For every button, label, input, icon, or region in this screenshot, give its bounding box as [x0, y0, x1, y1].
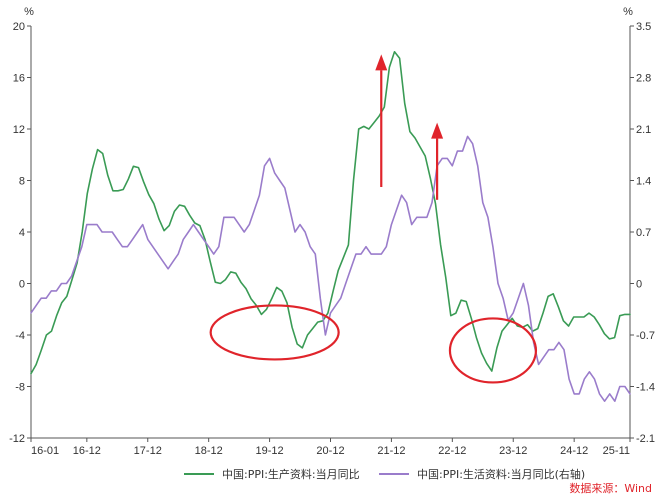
right-tick-label--2-1: -2.1 — [636, 433, 655, 445]
data-source-note: 数据来源：Wind — [569, 481, 652, 495]
left-axis-unit: % — [24, 6, 34, 18]
left-tick-label-0: 0 — [19, 279, 25, 291]
highlight-circle-1 — [209, 304, 340, 361]
series-line-production-materials — [30, 50, 631, 375]
x-tick-label-16-12: 16-12 — [73, 445, 101, 457]
left-tick-label--8: -8 — [15, 382, 25, 394]
x-tick-label-22-12: 22-12 — [438, 445, 466, 457]
series-layer — [30, 50, 631, 403]
right-y-axis: 3.5 2.8 2.1 1.4 0.7 0 -0.7 -1.4 -2.1 — [629, 21, 655, 445]
left-tick-label--4: -4 — [15, 330, 25, 342]
right-tick-label-0: 0 — [636, 279, 642, 291]
left-tick-label-16: 16 — [13, 73, 25, 85]
legend: 中国:PPI:生产资料:当月同比 中国:PPI:生活资料:当月同比(右轴) — [184, 467, 585, 481]
highlight-circle-2 — [448, 317, 538, 384]
x-tick-label-18-12: 18-12 — [195, 445, 223, 457]
x-tick-label-23-12: 23-12 — [499, 445, 527, 457]
annotation-layer — [209, 54, 538, 384]
arrow-head-2 — [431, 122, 444, 139]
left-tick-label-12: 12 — [13, 124, 25, 136]
legend-label-production-materials: 中国:PPI:生产资料:当月同比 — [222, 467, 360, 481]
legend-label-consumer-goods: 中国:PPI:生活资料:当月同比(右轴) — [417, 467, 585, 481]
x-tick-label-17-12: 17-12 — [134, 445, 162, 457]
x-tick-label-19-12: 19-12 — [256, 445, 284, 457]
right-axis-unit: % — [623, 6, 633, 18]
left-tick-label-20: 20 — [13, 21, 25, 33]
left-y-axis: 20 16 12 8 4 0 -4 -8 -12 — [9, 21, 32, 445]
right-tick-label-2-1: 2.1 — [636, 124, 651, 136]
x-tick-label-21-12: 21-12 — [377, 445, 405, 457]
x-tick-label-24-12: 24-12 — [560, 445, 588, 457]
left-tick-label-4: 4 — [19, 227, 25, 239]
right-tick-label-3-5: 3.5 — [636, 21, 651, 33]
left-tick-label--12: -12 — [9, 433, 25, 445]
series-line-consumer-goods — [30, 135, 631, 403]
x-axis: 16-01 16-12 17-12 18-12 19-12 20-12 21-12 22-12… — [30, 437, 631, 457]
x-tick-label-16-01: 16-01 — [31, 445, 59, 457]
right-tick-label--0-7: -0.7 — [636, 330, 655, 342]
x-tick-label-20-12: 20-12 — [316, 445, 344, 457]
right-tick-label--1-4: -1.4 — [636, 382, 655, 394]
right-tick-label-2-8: 2.8 — [636, 73, 651, 85]
arrow-head-1 — [375, 54, 388, 71]
right-tick-label-0-7: 0.7 — [636, 227, 651, 239]
left-tick-label-8: 8 — [19, 176, 25, 188]
right-tick-label-1-4: 1.4 — [636, 176, 651, 188]
x-tick-label-25-11: 25-11 — [603, 445, 630, 457]
